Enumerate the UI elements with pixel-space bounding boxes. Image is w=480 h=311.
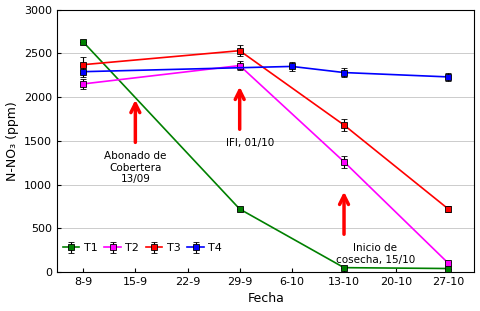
- Text: Inicio de
cosecha, 15/10: Inicio de cosecha, 15/10: [336, 243, 415, 265]
- Text: Abonado de
Cobertera
13/09: Abonado de Cobertera 13/09: [104, 151, 167, 184]
- Text: IFI, 01/10: IFI, 01/10: [226, 138, 274, 148]
- X-axis label: Fecha: Fecha: [247, 292, 284, 305]
- Legend: T1, T2, T3, T4: T1, T2, T3, T4: [63, 243, 222, 253]
- Y-axis label: N-NO₃ (ppm): N-NO₃ (ppm): [6, 101, 19, 181]
